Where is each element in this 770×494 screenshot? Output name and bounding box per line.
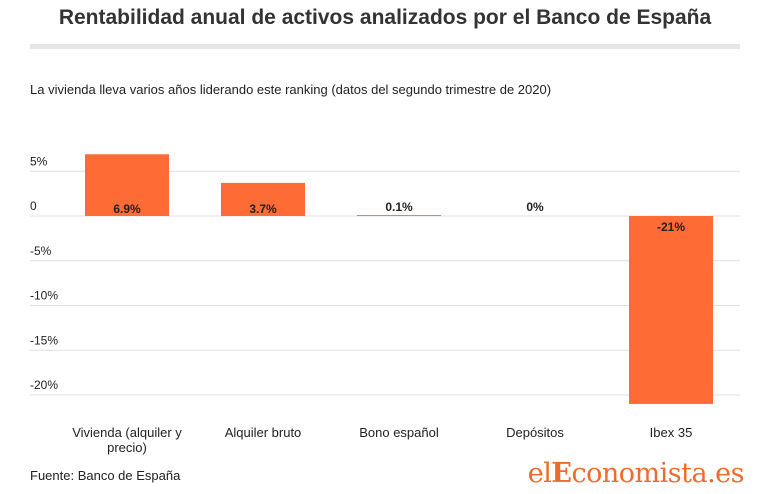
x-tick-label: Vivienda (alquiler y: [72, 425, 182, 440]
x-tick-label: Bono español: [359, 425, 439, 440]
bar: [221, 182, 305, 216]
bar: [357, 215, 441, 216]
brand-logo-highlight: E: [551, 458, 572, 489]
source-note: Fuente: Banco de España: [30, 468, 181, 483]
chart-title: Rentabilidad anual de activos analizados…: [58, 6, 712, 29]
bar: [85, 154, 169, 216]
x-tick-label: Alquiler bruto: [225, 425, 302, 440]
data-label: 3.7%: [249, 202, 277, 216]
y-tick-label: 5%: [30, 154, 48, 168]
y-tick-label: -15%: [30, 333, 58, 347]
bar: [629, 216, 713, 404]
chart-subtitle: La vivienda lleva varios años liderando …: [30, 82, 552, 97]
title-divider: [30, 44, 740, 49]
x-tick-label: Depósitos: [506, 425, 564, 440]
data-label: 0%: [526, 200, 544, 214]
brand-logo-suffix: conomista.es: [571, 458, 745, 489]
y-tick-label: 0: [30, 199, 37, 213]
data-label: 0.1%: [385, 200, 413, 214]
y-tick-label: -20%: [30, 378, 58, 392]
x-tick-label: precio): [107, 440, 147, 455]
y-tick-label: -10%: [30, 289, 58, 303]
data-label: 6.9%: [113, 202, 141, 216]
data-label: -21%: [657, 220, 685, 234]
brand-logo-prefix: el: [527, 458, 552, 489]
y-tick-label: -5%: [30, 244, 52, 258]
brand-logo: elEconomista.es: [527, 458, 745, 489]
x-tick-label: Ibex 35: [650, 425, 693, 440]
